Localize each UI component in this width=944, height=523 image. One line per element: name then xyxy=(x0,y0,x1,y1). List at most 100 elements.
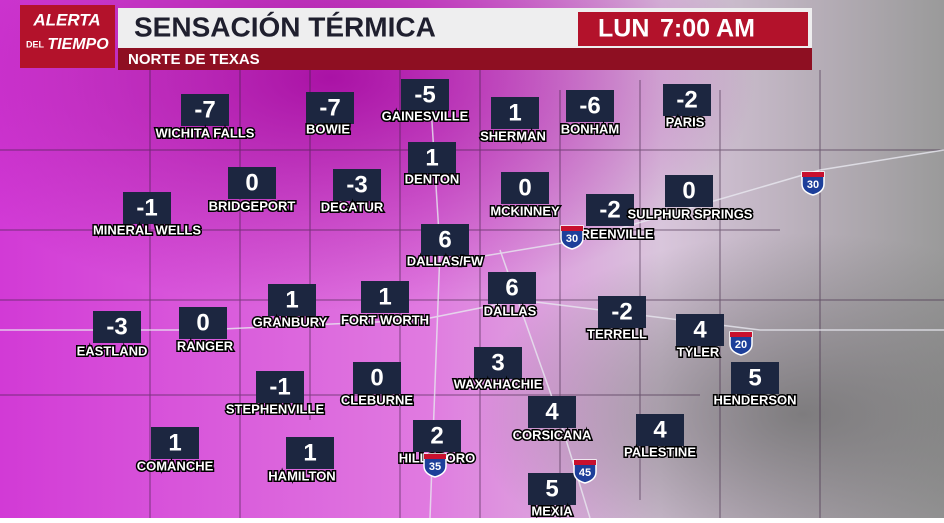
value-box xyxy=(421,224,469,256)
city-name: PALESTINE xyxy=(624,444,696,459)
city-name: DENTON xyxy=(405,171,460,186)
value-box xyxy=(93,311,141,343)
title: SENSACIÓN TÉRMICA xyxy=(134,11,436,42)
temperature: -2 xyxy=(599,196,620,223)
city-name: DALLAS xyxy=(484,303,537,318)
city-name: DALLAS/FW xyxy=(407,253,484,268)
value-box xyxy=(361,281,409,313)
value-box xyxy=(528,396,576,428)
city-name: STEPHENVILLE xyxy=(226,401,325,416)
city-name: COMANCHE xyxy=(137,458,214,473)
city-name: GAINESVILLE xyxy=(382,108,469,123)
temperature: 1 xyxy=(285,286,298,313)
highway-shield xyxy=(573,459,597,484)
city-name: BONHAM xyxy=(561,121,620,136)
city-name: CLEBURNE xyxy=(341,392,414,407)
temperature: 1 xyxy=(168,429,181,456)
city-name: TERRELL xyxy=(587,326,647,341)
city-name: WICHITA FALLS xyxy=(156,125,255,140)
city-name: BOWIE xyxy=(306,121,350,136)
shield-top xyxy=(730,332,752,337)
city-name: FORT WORTH xyxy=(341,312,429,327)
city-name: HENDERSON xyxy=(713,392,796,407)
temperature: 0 xyxy=(370,364,383,391)
city-name: DECATUR xyxy=(321,199,384,214)
day: LUN xyxy=(598,15,649,43)
value-box xyxy=(586,194,634,226)
city-name: MEXIA xyxy=(531,503,573,518)
value-box xyxy=(228,167,276,199)
highway-shield xyxy=(729,331,753,356)
value-box xyxy=(408,142,456,174)
city-name: SHERMAN xyxy=(480,128,546,143)
temperature: 6 xyxy=(438,226,451,253)
city-name: RANGER xyxy=(177,338,234,353)
subtitle: NORTE DE TEXAS xyxy=(128,51,260,68)
value-box xyxy=(598,296,646,328)
value-box xyxy=(676,314,724,346)
temperature: 4 xyxy=(545,398,559,425)
city-name: BRIDGEPORT xyxy=(209,198,296,213)
highway-number: 30 xyxy=(807,179,819,191)
value-box xyxy=(731,362,779,394)
temperature: -1 xyxy=(269,373,290,400)
temperature: 4 xyxy=(693,316,707,343)
highway-shield xyxy=(560,225,584,250)
temperature: 1 xyxy=(508,99,521,126)
temperature: 4 xyxy=(653,416,667,443)
value-box xyxy=(333,169,381,201)
temperature: -2 xyxy=(676,86,697,113)
city-name: GRANBURY xyxy=(253,314,328,329)
highway-number: 20 xyxy=(735,339,747,351)
temperature: 0 xyxy=(682,177,695,204)
value-box xyxy=(491,97,539,129)
temperature: 2 xyxy=(430,422,443,449)
temperature: 1 xyxy=(303,439,316,466)
temperature: -1 xyxy=(136,194,157,221)
logo: ALERTA DEL TIEMPO xyxy=(20,5,115,68)
value-box xyxy=(256,371,304,403)
city-name: MCKINNEY xyxy=(490,203,560,218)
shield-top xyxy=(424,454,446,459)
value-box xyxy=(123,192,171,224)
value-box xyxy=(401,79,449,111)
temperature: 3 xyxy=(491,349,504,376)
value-box xyxy=(663,84,711,116)
logo-text: TIEMPO xyxy=(47,36,109,53)
city-name: GREENVILLE xyxy=(570,226,653,241)
shield-top xyxy=(561,226,583,231)
value-box xyxy=(286,437,334,469)
temperature: 5 xyxy=(545,475,558,502)
value-box xyxy=(413,420,461,452)
value-box xyxy=(181,94,229,126)
value-box xyxy=(179,307,227,339)
city-name: PARIS xyxy=(666,114,705,129)
shield-top xyxy=(574,460,596,465)
temperature: 1 xyxy=(378,283,391,310)
temperature: 1 xyxy=(425,144,438,171)
temperature: 0 xyxy=(196,309,209,336)
value-box xyxy=(528,473,576,505)
temperature: 0 xyxy=(518,174,531,201)
value-box xyxy=(488,272,536,304)
city-name: WAXAHACHIE xyxy=(454,376,543,391)
logo-text: DEL xyxy=(26,39,45,49)
value-box xyxy=(151,427,199,459)
shield-top xyxy=(802,172,824,177)
value-box xyxy=(353,362,401,394)
subtitle-bar xyxy=(118,48,812,70)
value-box xyxy=(268,284,316,316)
city-name: EASTLAND xyxy=(77,343,148,358)
value-box xyxy=(566,90,614,122)
temperature: -3 xyxy=(106,313,127,340)
value-box xyxy=(474,347,522,379)
city-name: SULPHUR SPRINGS xyxy=(628,206,753,221)
highway-number: 45 xyxy=(579,467,591,479)
temperature: 6 xyxy=(505,274,518,301)
temperature: -7 xyxy=(319,94,340,121)
city-name: CORSICANA xyxy=(513,427,592,442)
temperature: -2 xyxy=(611,298,632,325)
